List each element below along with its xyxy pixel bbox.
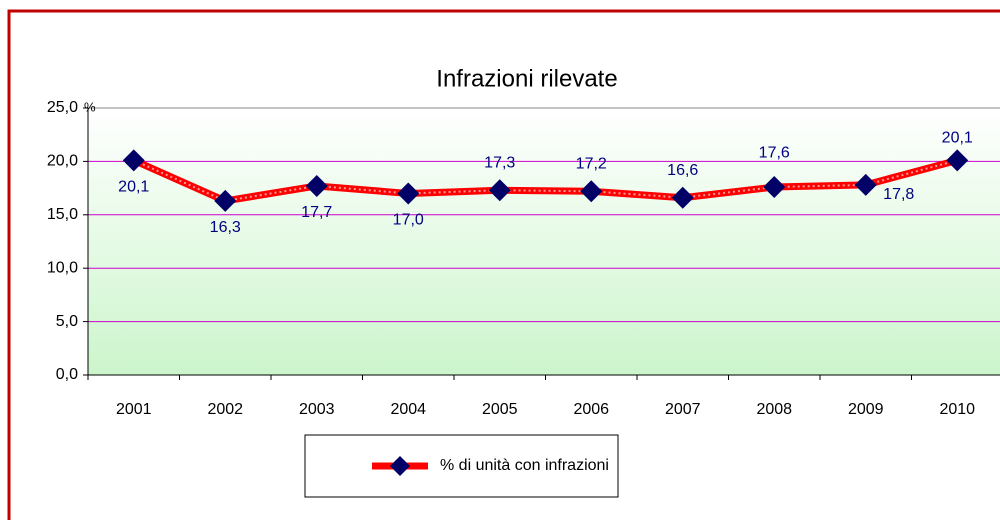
legend-label: % di unità con infrazioni [440,457,609,474]
plot-area [87,107,1000,376]
x-tick-label: 2007 [665,401,701,418]
data-label: 17,6 [759,144,790,161]
marker [580,180,603,203]
marker [122,149,145,172]
y-tick-label: 20,0 [47,153,78,170]
marker [671,186,694,209]
series-line-texture [133,159,958,202]
x-tick-label: 2004 [390,401,426,418]
x-tick-label: 2009 [848,401,884,418]
y-tick-label: 10,0 [47,259,78,276]
y-tick-label: 5,0 [56,313,78,330]
marker [305,174,328,197]
frame [7,9,1000,520]
data-label: 17,8 [883,186,914,203]
data-label: 17,3 [484,154,515,171]
x-tick-label: 2010 [939,401,975,418]
data-label: 16,6 [667,162,698,179]
marker [214,189,237,212]
y-tick-label: 25,0 [47,99,78,116]
x-tick-label: 2001 [116,401,152,418]
x-tick-label: 2003 [299,401,335,418]
x-tick-label: 2006 [573,401,609,418]
legend-marker [390,456,410,476]
marker [946,149,969,172]
legend [304,434,619,498]
data-label: 16,3 [210,219,241,236]
marker [854,173,877,196]
y-unit: % [84,99,96,114]
marker [397,182,420,205]
data-label: 20,1 [118,179,149,196]
data-label: 20,1 [942,130,973,147]
y-tick-label: 15,0 [47,206,78,223]
data-label: 17,0 [393,212,424,229]
x-tick-label: 2002 [207,401,243,418]
x-tick-label: 2008 [756,401,792,418]
data-label: 17,2 [576,156,607,173]
chart-title: Infrazioni rilevate [436,65,617,92]
marker [763,176,786,199]
x-tick-label: 2005 [482,401,518,418]
marker [488,179,511,202]
y-tick-label: 0,0 [56,366,78,383]
data-label: 17,7 [301,204,332,221]
